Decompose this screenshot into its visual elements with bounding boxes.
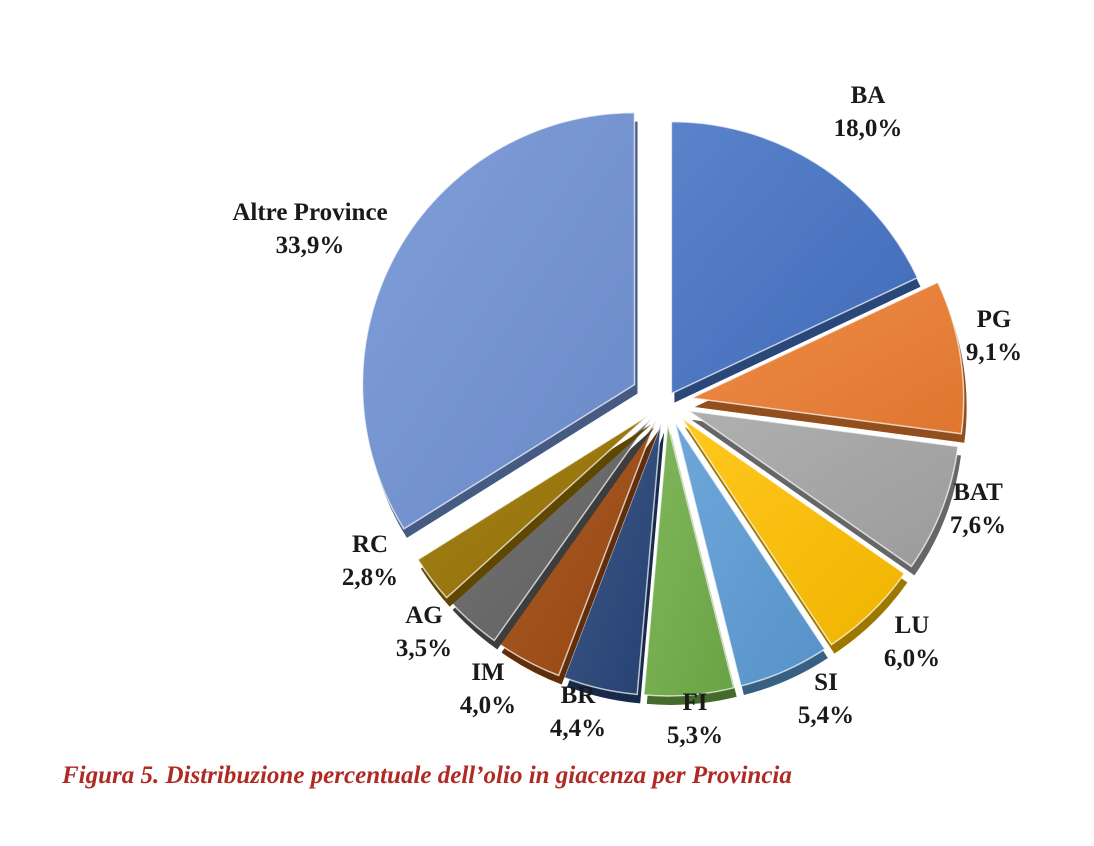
slices-layer <box>361 111 967 705</box>
pie-slice-lu <box>680 417 908 654</box>
pie-slice-face-altre-province <box>361 111 636 530</box>
pie-slice-face-rc <box>416 414 649 599</box>
pie-slice-face-bat <box>687 409 959 568</box>
slice-label-br: BR 4,4% <box>550 682 606 742</box>
pie-slice-face-pg <box>689 281 965 435</box>
slice-name-rc: RC <box>352 531 388 558</box>
slice-label-ag: AG 3,5% <box>396 602 452 662</box>
slice-name-ag: AG <box>405 602 443 629</box>
pie-slice-br <box>563 423 665 704</box>
slice-name-si: SI <box>814 669 838 696</box>
slice-label-rc: RC 2,8% <box>342 531 398 591</box>
slice-label-altre-province: Altre Province 33,9% <box>232 199 387 259</box>
slice-value-pg: 9,1% <box>966 339 1022 366</box>
pie-slice-bat <box>687 409 961 576</box>
pie-slice-ba <box>670 120 921 403</box>
pie-slice-face-lu <box>680 417 906 646</box>
pie-slice-si <box>674 421 828 695</box>
slice-name-im: IM <box>471 659 504 686</box>
slice-name-br: BR <box>561 682 597 709</box>
pie-slice-face-si <box>674 421 826 687</box>
slice-value-ba: 18,0% <box>834 115 903 142</box>
slice-value-fi: 5,3% <box>667 722 723 749</box>
pie-slice-fi <box>642 423 737 705</box>
slice-label-ba: BA 18,0% <box>834 82 903 142</box>
slice-label-si: SI 5,4% <box>798 669 854 729</box>
slice-value-lu: 6,0% <box>884 645 940 672</box>
slice-name-ba: BA <box>851 82 886 109</box>
slice-name-bat: BAT <box>953 479 1003 506</box>
slice-name-altre-province: Altre Province <box>232 199 387 226</box>
slice-value-bat: 7,6% <box>950 512 1006 539</box>
slice-label-pg: PG 9,1% <box>966 306 1022 366</box>
slice-label-bat: BAT 7,6% <box>950 479 1006 539</box>
pie-chart: BA 18,0% PG 9,1% BAT 7,6% LU 6,0% SI 5,4% FI 5,3% BR… <box>232 82 1022 749</box>
slice-value-rc: 2,8% <box>342 564 398 591</box>
slice-name-fi: FI <box>683 689 708 716</box>
pie-slice-rc <box>416 414 652 607</box>
slice-label-fi: FI 5,3% <box>667 689 723 749</box>
slice-label-lu: LU 6,0% <box>884 612 940 672</box>
slice-value-br: 4,4% <box>550 715 606 742</box>
slice-value-im: 4,0% <box>460 692 516 719</box>
figure-caption: Figura 5. Distribuzione percentuale dell… <box>62 762 792 789</box>
slice-value-ag: 3,5% <box>396 635 452 662</box>
slice-value-si: 5,4% <box>798 702 854 729</box>
pie-slice-face-ba <box>670 120 919 395</box>
slice-name-pg: PG <box>977 306 1012 333</box>
slice-label-im: IM 4,0% <box>460 659 516 719</box>
pie-slice-pg <box>689 281 967 443</box>
pie-slice-face-fi <box>642 423 735 697</box>
slice-name-lu: LU <box>895 612 930 639</box>
pie-slice-altre-province <box>361 111 638 538</box>
slice-value-altre-province: 33,9% <box>276 232 345 259</box>
labels-layer: BA 18,0% PG 9,1% BAT 7,6% LU 6,0% SI 5,4% FI 5,3% BR… <box>232 82 1022 749</box>
